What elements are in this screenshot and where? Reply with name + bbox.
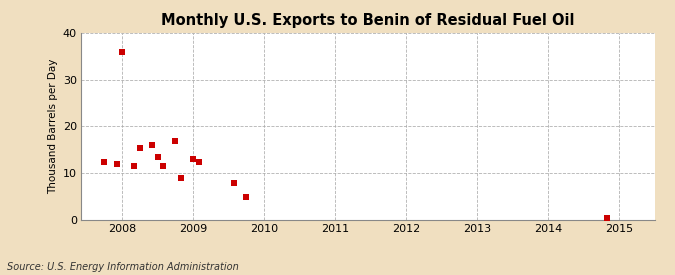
Point <box>111 162 122 166</box>
Text: Source: U.S. Energy Information Administration: Source: U.S. Energy Information Administ… <box>7 262 238 272</box>
Point <box>153 155 163 159</box>
Point <box>602 215 613 220</box>
Point <box>158 164 169 168</box>
Point <box>176 176 186 180</box>
Title: Monthly U.S. Exports to Benin of Residual Fuel Oil: Monthly U.S. Exports to Benin of Residua… <box>161 13 574 28</box>
Point <box>241 194 252 199</box>
Point <box>99 159 110 164</box>
Point <box>134 145 145 150</box>
Point <box>146 143 157 147</box>
Point <box>188 157 198 161</box>
Point <box>117 50 128 54</box>
Point <box>194 159 205 164</box>
Point <box>229 180 240 185</box>
Y-axis label: Thousand Barrels per Day: Thousand Barrels per Day <box>49 59 59 194</box>
Point <box>170 138 181 143</box>
Point <box>129 164 140 168</box>
